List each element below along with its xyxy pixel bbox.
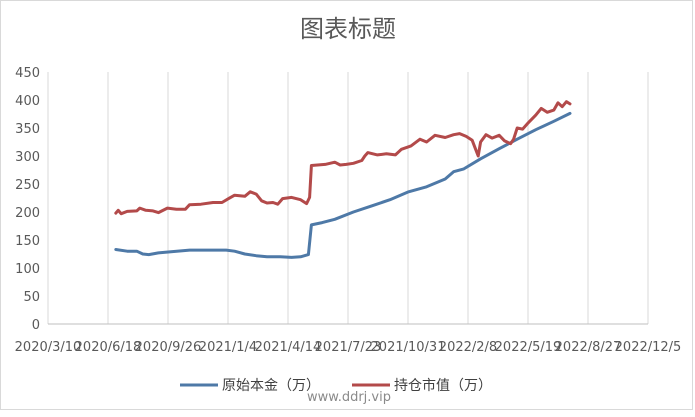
gridlines [47,72,649,324]
legend: 原始本金（万） 持仓市值（万） [180,377,492,394]
y-tick-label: 0 [32,318,40,333]
y-tick-label: 300 [15,150,40,165]
y-tick-label: 150 [15,234,40,249]
x-tick-label: 2022/2/8 [439,340,497,355]
y-tick-label: 250 [15,178,40,193]
x-tick-label: 2021/7/23 [315,340,382,355]
series-line-2 [114,100,572,216]
x-tick-label: 2020/9/26 [135,340,202,355]
x-tick-label: 2020/6/18 [75,340,142,355]
x-tick-label: 2022/8/27 [555,340,622,355]
y-tick-label: 50 [23,290,40,305]
x-tick-label: 2022/5/19 [495,340,562,355]
legend-label: 原始本金（万） [222,378,320,394]
y-tick-label: 350 [15,122,40,137]
y-tick-label: 200 [15,206,40,221]
axes: 2020/3/102020/6/182020/9/262021/1/42021/… [15,66,682,355]
y-tick-label: 400 [15,94,40,109]
series-lines [114,100,572,259]
series-line-1 [114,111,572,259]
x-tick-label: 2021/4/14 [255,340,322,355]
x-tick-label: 2021/1/4 [199,340,257,355]
x-tick-label: 2022/12/5 [615,340,682,355]
watermark-text: www.ddrj.vip [307,390,391,405]
x-tick-label: 2020/3/10 [15,340,82,355]
chart-title: 图表标题 [300,15,396,43]
legend-label: 持仓市值（万） [394,377,492,394]
y-tick-label: 100 [15,262,40,277]
y-tick-label: 450 [15,66,40,81]
x-tick-label: 2021/10/31 [371,340,446,355]
